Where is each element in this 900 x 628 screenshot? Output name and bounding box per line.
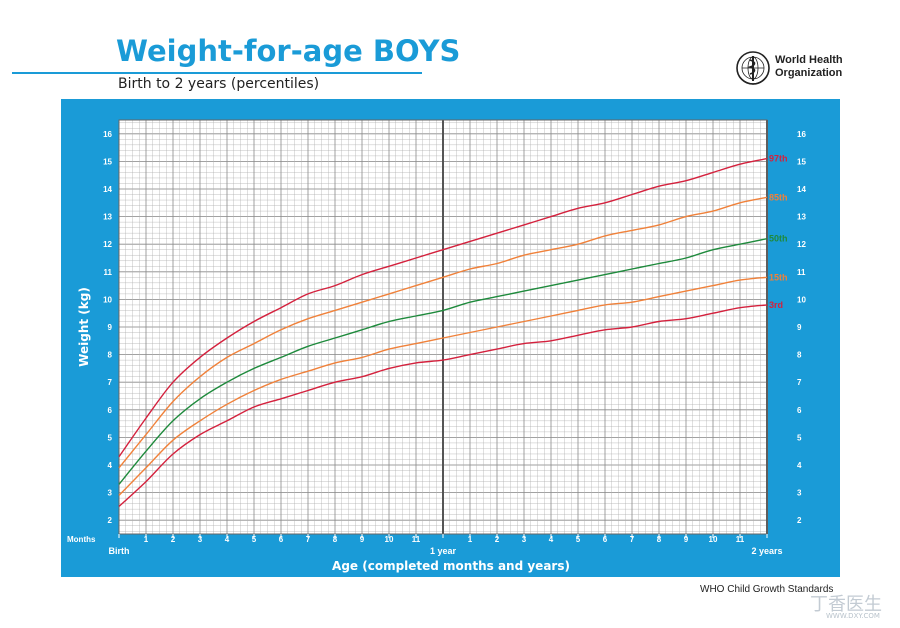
x-tick-label: 8 — [657, 535, 662, 544]
x-tick-label: 4 — [225, 535, 230, 544]
percentile-line-3rd — [118, 304, 768, 507]
title-underline — [12, 72, 422, 74]
page-title: Weight-for-age BOYS — [116, 34, 461, 68]
y-tick-label-right: 5 — [797, 433, 802, 442]
page-subtitle: Birth to 2 years (percentiles) — [118, 76, 320, 92]
y-axis-title: Weight (kg) — [77, 287, 91, 367]
source-note: WHO Child Growth Standards — [700, 584, 834, 595]
y-tick-label-left: 5 — [108, 433, 113, 442]
watermark-url: WWW.DXY.COM — [826, 612, 880, 620]
y-tick-label-right: 3 — [797, 489, 802, 498]
x-tick-label: 2 years — [751, 546, 782, 556]
series-label-3rd: 3rd — [769, 300, 783, 310]
series-label-50th: 50th — [769, 234, 788, 244]
x-unit-label: Months — [67, 535, 96, 544]
x-tick-label: 5 — [576, 535, 581, 544]
x-tick-label: Birth — [109, 546, 130, 556]
x-tick-label: 11 — [412, 535, 421, 544]
y-tick-label-left: 8 — [108, 351, 113, 360]
y-tick-label-right: 10 — [797, 295, 806, 304]
y-tick-label-right: 14 — [797, 185, 806, 194]
who-emblem-icon — [736, 51, 770, 85]
x-tick-label: 6 — [279, 535, 284, 544]
x-tick-label: 4 — [549, 535, 554, 544]
x-tick-label: 10 — [709, 535, 718, 544]
y-tick-label-right: 11 — [797, 268, 806, 277]
y-tick-label-left: 10 — [103, 295, 112, 304]
y-tick-label-left: 12 — [103, 240, 112, 249]
who-organization-name: World Health Organization — [775, 54, 843, 80]
percentile-line-50th — [118, 238, 768, 485]
y-tick-label-left: 7 — [108, 378, 113, 387]
x-tick-label: 9 — [684, 535, 689, 544]
y-tick-label-left: 14 — [103, 185, 112, 194]
y-tick-label-right: 12 — [797, 240, 806, 249]
x-tick-label: 6 — [603, 535, 608, 544]
y-tick-label-right: 9 — [797, 323, 802, 332]
x-tick-label: 3 — [198, 535, 203, 544]
x-tick-label: 1 — [144, 535, 149, 544]
y-tick-label-right: 6 — [797, 406, 802, 415]
y-tick-label-left: 6 — [108, 406, 113, 415]
x-tick-label: 8 — [333, 535, 338, 544]
series-label-85th: 85th — [769, 192, 788, 202]
series-label-15th: 15th — [769, 272, 788, 282]
grid-lines — [118, 120, 768, 534]
y-tick-label-right: 16 — [797, 130, 806, 139]
org-name-line2: Organization — [775, 67, 843, 79]
x-tick-label: 9 — [360, 535, 365, 544]
y-tick-label-left: 11 — [104, 268, 113, 277]
watermark-logo: 丁香医生 — [810, 594, 882, 615]
y-tick-label-left: 4 — [108, 461, 113, 470]
x-tick-label: 1 — [468, 535, 473, 544]
x-tick-label: 7 — [306, 535, 311, 544]
y-tick-label-left: 3 — [108, 489, 113, 498]
org-name-line1: World Health — [775, 54, 843, 66]
y-tick-label-left: 16 — [103, 130, 112, 139]
y-tick-label-right: 8 — [797, 351, 802, 360]
y-tick-label-left: 9 — [108, 323, 113, 332]
percentile-line-85th — [118, 196, 768, 469]
y-tick-label-right: 2 — [797, 516, 802, 525]
y-tick-label-right: 13 — [797, 213, 806, 222]
x-axis-title: Age (completed months and years) — [332, 559, 570, 573]
x-tick-label: 2 — [495, 535, 500, 544]
y-tick-label-left: 13 — [103, 213, 112, 222]
y-tick-label-left: 2 — [108, 516, 113, 525]
y-tick-label-right: 7 — [797, 378, 802, 387]
y-tick-label-left: 15 — [103, 157, 112, 166]
percentile-line-97th — [118, 157, 768, 458]
x-tick-label: 7 — [630, 535, 635, 544]
x-tick-label: 1 year — [430, 546, 457, 556]
y-tick-label-right: 4 — [797, 461, 802, 470]
x-tick-label: 2 — [171, 535, 176, 544]
y-tick-label-right: 15 — [797, 157, 806, 166]
series-label-97th: 97th — [769, 154, 788, 164]
percentile-line-15th — [118, 276, 768, 496]
x-tick-label: 3 — [522, 535, 527, 544]
x-tick-label: 10 — [385, 535, 394, 544]
x-tick-label: 11 — [736, 535, 745, 544]
x-tick-label: 5 — [252, 535, 257, 544]
